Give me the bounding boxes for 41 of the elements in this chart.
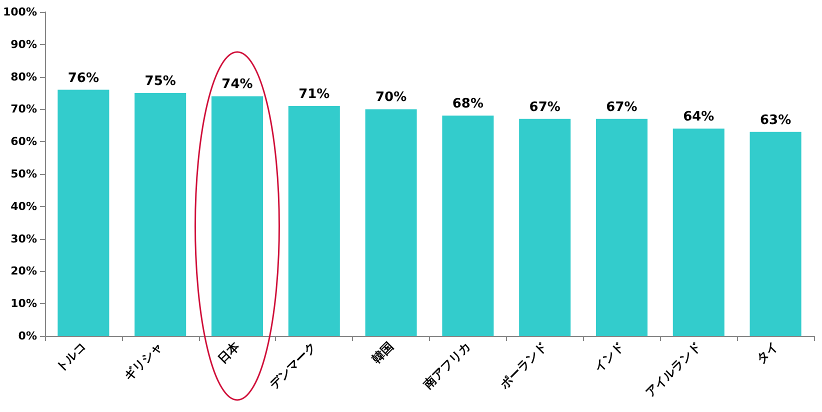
- y-tick-label: 50%: [10, 168, 37, 180]
- y-tick-label: 70%: [10, 102, 37, 116]
- y-tick-label: 90%: [10, 38, 37, 51]
- bar: [519, 118, 571, 336]
- x-tick-label: トルコ: [53, 339, 88, 374]
- x-tick-label: 日本: [215, 338, 243, 366]
- x-tick-label: 韓国: [369, 339, 396, 366]
- y-tick-label: 100%: [3, 6, 37, 18]
- x-tick-label: ギリシャ: [121, 339, 166, 383]
- y-tick-label: 0%: [18, 330, 37, 342]
- data-label: 64%: [683, 110, 714, 125]
- data-label: 70%: [375, 90, 407, 106]
- bar: [596, 118, 648, 336]
- data-label: 74%: [222, 77, 253, 92]
- data-label: 67%: [606, 100, 638, 115]
- x-tick-label: インド: [591, 339, 627, 374]
- bar: [365, 109, 417, 336]
- y-tick-label: 80%: [10, 70, 37, 84]
- x-tick-label: 南アフリカ: [420, 339, 473, 392]
- data-label: 68%: [452, 96, 484, 112]
- bar: [672, 128, 724, 336]
- y-tick-label: 40%: [10, 200, 37, 213]
- data-label: 75%: [144, 74, 176, 89]
- bar: [58, 90, 110, 336]
- y-tick-label: 30%: [10, 232, 37, 246]
- bar: [288, 106, 340, 336]
- data-label: 76%: [68, 70, 99, 86]
- x-tick-label: ポーランド: [496, 339, 550, 392]
- bar: [211, 96, 263, 336]
- data-label: 63%: [760, 112, 792, 128]
- data-label: 71%: [298, 86, 330, 102]
- bar: [134, 93, 186, 336]
- x-tick-label: タイ: [754, 339, 780, 366]
- y-tick-label: 60%: [10, 135, 37, 148]
- data-label: 67%: [529, 100, 560, 115]
- y-tick-label: 20%: [10, 264, 37, 278]
- bar: [750, 132, 802, 336]
- bar: [442, 116, 494, 336]
- x-tick-label: デンマーク: [266, 339, 320, 392]
- y-tick-label: 10%: [10, 297, 37, 310]
- x-tick-label: アイルランド: [642, 339, 704, 400]
